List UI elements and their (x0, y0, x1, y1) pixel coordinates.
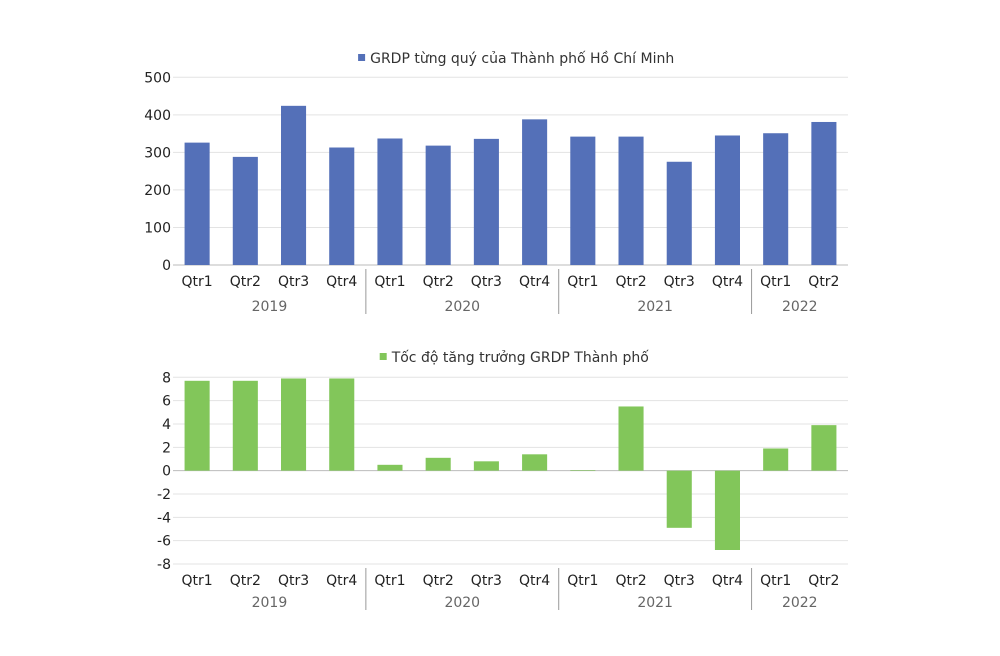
year-label: 2021 (637, 299, 673, 315)
bar (329, 378, 355, 471)
bar (811, 425, 837, 471)
x-tick-label: Qtr3 (664, 274, 695, 290)
x-tick-label: Qtr1 (182, 274, 213, 290)
legend-swatch (379, 353, 387, 360)
y-tick-label: -8 (157, 557, 171, 573)
year-label: 2021 (637, 595, 673, 611)
bar (666, 161, 692, 265)
bar (522, 119, 548, 265)
bar (714, 470, 740, 550)
legend-swatch (358, 54, 366, 61)
x-tick-label: Qtr4 (326, 274, 357, 290)
bar (618, 136, 644, 265)
x-tick-label: Qtr1 (567, 274, 598, 290)
x-tick-label: Qtr4 (712, 274, 743, 290)
x-tick-label: Qtr3 (278, 274, 309, 290)
x-tick-label: Qtr4 (326, 573, 357, 589)
x-tick-label: Qtr2 (230, 573, 261, 589)
x-tick-label: Qtr3 (471, 274, 502, 290)
x-tick-label: Qtr4 (712, 573, 743, 589)
year-label: 2020 (444, 595, 480, 611)
x-tick-label: Qtr2 (808, 573, 839, 589)
bar (618, 406, 644, 471)
x-tick-label: Qtr2 (615, 274, 646, 290)
year-label: 2019 (252, 299, 288, 315)
bar (473, 461, 499, 471)
year-label: 2019 (252, 595, 288, 611)
bar (666, 470, 692, 528)
bar (184, 380, 210, 471)
bar (232, 380, 258, 471)
y-tick-label: 500 (144, 70, 171, 86)
bar (232, 156, 258, 265)
y-tick-label: 200 (144, 183, 171, 199)
x-tick-label: Qtr3 (471, 573, 502, 589)
y-tick-label: 8 (162, 370, 171, 386)
y-tick-label: 6 (162, 394, 171, 410)
y-tick-label: 100 (144, 220, 171, 236)
bar (811, 121, 837, 266)
y-tick-label: -4 (157, 510, 171, 526)
bar (281, 105, 307, 265)
y-tick-label: -2 (157, 487, 171, 503)
bar (425, 145, 451, 265)
y-tick-label: 400 (144, 108, 171, 124)
bar (763, 448, 789, 471)
bar (714, 135, 740, 265)
y-tick-label: -6 (157, 534, 171, 550)
x-tick-label: Qtr3 (278, 573, 309, 589)
bar (425, 457, 451, 471)
x-tick-label: Qtr1 (567, 573, 598, 589)
year-label: 2020 (444, 299, 480, 315)
chart-title: GRDP từng quý của Thành phố Hồ Chí Minh (370, 50, 674, 67)
x-tick-label: Qtr4 (519, 274, 550, 290)
x-tick-label: Qtr1 (182, 573, 213, 589)
x-tick-label: Qtr2 (423, 274, 454, 290)
x-tick-label: Qtr2 (615, 573, 646, 589)
bar (473, 138, 499, 265)
bar (522, 454, 548, 471)
bar (377, 464, 403, 471)
bar (570, 136, 596, 265)
x-tick-label: Qtr1 (760, 573, 791, 589)
x-tick-label: Qtr1 (374, 573, 405, 589)
x-tick-label: Qtr2 (230, 274, 261, 290)
y-tick-label: 0 (162, 464, 171, 480)
y-tick-label: 0 (162, 258, 171, 274)
x-tick-label: Qtr3 (664, 573, 695, 589)
x-tick-label: Qtr2 (423, 573, 454, 589)
bar (281, 378, 307, 471)
year-label: 2022 (782, 595, 818, 611)
x-tick-label: Qtr4 (519, 573, 550, 589)
y-tick-label: 2 (162, 440, 171, 456)
y-tick-label: 4 (162, 417, 171, 433)
y-tick-label: 300 (144, 145, 171, 161)
x-tick-label: Qtr1 (374, 274, 405, 290)
bar (329, 147, 355, 265)
x-tick-label: Qtr1 (760, 274, 791, 290)
x-tick-label: Qtr2 (808, 274, 839, 290)
bar (377, 138, 403, 265)
chart-title: Tốc độ tăng trưởng GRDP Thành phố (391, 349, 650, 366)
bar (763, 133, 789, 265)
year-label: 2022 (782, 299, 818, 315)
bar (184, 142, 210, 265)
bar (570, 470, 596, 471)
